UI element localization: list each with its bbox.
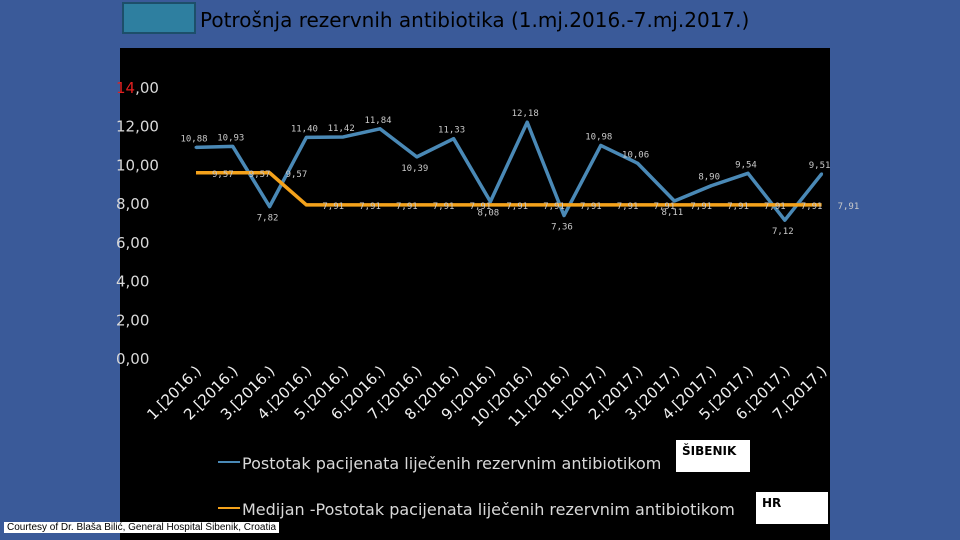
series-line-percent [195,120,823,222]
median-label: 7,91 [506,202,528,212]
median-label: 7,91 [801,202,823,212]
logo-placeholder [122,2,196,34]
median-label: 7,91 [654,202,676,212]
data-label: 10,06 [622,150,649,160]
median-label: 7,91 [580,202,602,212]
badge-sibenik: ŠIBENIK [676,440,750,472]
data-label: 9,54 [735,160,757,170]
data-label: 11,40 [291,124,318,134]
data-point [304,135,308,139]
legend-label-series2: Medijan -Postotak pacijenata liječenih r… [242,500,735,519]
y-tick-label: 10,00 [116,156,159,174]
legend-label-series1: Postotak pacijenata liječenih rezervnim … [242,454,662,473]
data-label: 7,12 [772,227,794,237]
data-label: 8,11 [662,208,684,218]
chart-title: Potrošnja rezervnih antibiotika (1.mj.20… [200,8,750,32]
data-label: 7,36 [551,223,573,233]
median-label: 7,91 [727,202,749,212]
data-point [378,127,382,131]
data-point [268,205,272,209]
data-label: 8,90 [698,173,720,183]
median-label: 7,91 [322,202,344,212]
y-tick-label: 12,00 [116,118,159,136]
data-point [194,145,198,149]
data-point [820,172,824,176]
data-point [709,184,713,188]
data-label: 12,18 [512,109,539,119]
data-point [341,135,345,139]
data-label: 11,42 [328,124,355,134]
median-label: 9,57 [212,170,234,180]
data-label: 9,51 [809,161,831,171]
data-label: 10,93 [217,133,244,143]
data-point [562,214,566,218]
data-label: 11,84 [364,116,391,126]
y-tick-label: 6,00 [116,234,149,252]
data-label: 7,82 [257,214,279,224]
data-label: 11,33 [438,126,465,136]
courtesy-note: Courtesy of Dr. Blaša Bilić, General Hos… [4,522,280,533]
y-tick-label: 0,00 [116,350,149,368]
y-tick-label: 2,00 [116,311,149,329]
median-label: 9,57 [286,170,308,180]
data-point [636,161,640,165]
median-label: 7,91 [838,202,860,212]
data-point [488,200,492,204]
data-label: 10,39 [401,164,428,174]
title-bar [120,0,830,48]
data-point [525,120,529,124]
median-label: 7,91 [543,202,565,212]
median-label: 9,57 [249,170,271,180]
median-label: 7,91 [764,202,786,212]
right-background-band [830,0,960,540]
series-line-median [196,171,822,207]
data-point [231,144,235,148]
median-label: 7,91 [470,202,492,212]
median-label: 7,91 [617,202,639,212]
data-point [599,143,603,147]
data-point [452,137,456,141]
median-label: 7,91 [433,202,455,212]
median-label: 7,91 [359,202,381,212]
data-label: 10,88 [180,134,207,144]
y-tick-label: 14,00 [116,79,159,97]
data-point [783,218,787,222]
median-label: 7,91 [690,202,712,212]
data-label: 10,98 [585,132,612,142]
data-point [672,199,676,203]
y-tick-label: 8,00 [116,195,149,213]
data-label: 8,08 [478,209,500,219]
data-point [746,171,750,175]
y-tick-label: 4,00 [116,273,149,291]
data-point [415,155,419,159]
badge-hr: HR [756,492,828,524]
median-label: 7,91 [396,202,418,212]
left-background-band [0,0,120,540]
